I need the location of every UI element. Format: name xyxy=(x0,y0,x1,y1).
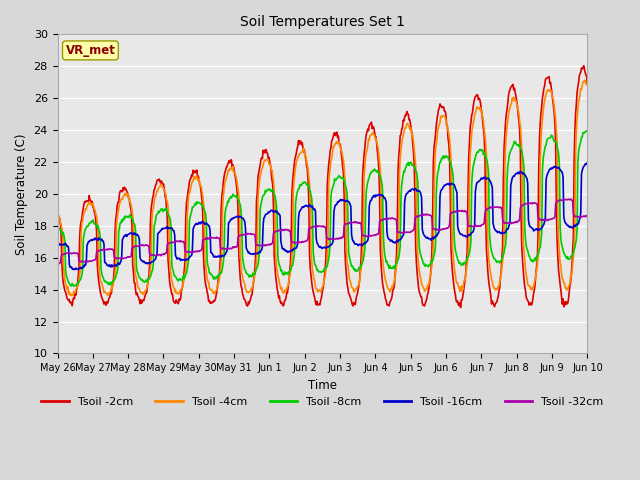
Text: VR_met: VR_met xyxy=(65,44,115,57)
Title: Soil Temperatures Set 1: Soil Temperatures Set 1 xyxy=(240,15,405,29)
Tsoil -16cm xyxy=(54,243,61,249)
Tsoil -2cm xyxy=(172,300,179,306)
Tsoil -4cm xyxy=(63,287,71,292)
Tsoil -2cm xyxy=(580,63,588,69)
Tsoil -8cm xyxy=(63,275,71,281)
Tsoil -32cm xyxy=(54,261,61,267)
Tsoil -8cm xyxy=(118,219,126,225)
Tsoil -32cm xyxy=(172,238,180,244)
Tsoil -4cm xyxy=(68,293,76,299)
Tsoil -4cm xyxy=(580,77,588,83)
Tsoil -4cm xyxy=(54,212,61,217)
Tsoil -8cm xyxy=(200,207,208,213)
Y-axis label: Soil Temperature (C): Soil Temperature (C) xyxy=(15,133,28,254)
Legend: Tsoil -2cm, Tsoil -4cm, Tsoil -8cm, Tsoil -16cm, Tsoil -32cm: Tsoil -2cm, Tsoil -4cm, Tsoil -8cm, Tsoi… xyxy=(37,393,608,412)
X-axis label: Time: Time xyxy=(308,379,337,392)
Tsoil -16cm xyxy=(172,254,180,260)
Tsoil -16cm xyxy=(200,220,208,226)
Tsoil -2cm xyxy=(54,208,61,214)
Tsoil -2cm xyxy=(457,305,465,311)
Tsoil -16cm xyxy=(403,191,411,196)
Tsoil -32cm xyxy=(54,262,62,267)
Line: Tsoil -4cm: Tsoil -4cm xyxy=(58,80,588,296)
Tsoil -32cm xyxy=(64,250,72,256)
Tsoil -2cm xyxy=(118,189,125,194)
Tsoil -2cm xyxy=(63,296,71,301)
Tsoil -4cm xyxy=(200,211,208,216)
Tsoil -8cm xyxy=(584,129,591,135)
Tsoil -8cm xyxy=(387,265,395,271)
Tsoil -2cm xyxy=(403,112,410,118)
Tsoil -16cm xyxy=(118,237,126,242)
Tsoil -8cm xyxy=(172,275,180,281)
Tsoil -4cm xyxy=(118,197,126,203)
Tsoil -8cm xyxy=(583,128,591,134)
Line: Tsoil -32cm: Tsoil -32cm xyxy=(58,199,588,264)
Line: Tsoil -8cm: Tsoil -8cm xyxy=(58,131,588,286)
Tsoil -16cm xyxy=(63,243,71,249)
Tsoil -8cm xyxy=(403,161,411,167)
Tsoil -2cm xyxy=(200,252,207,258)
Line: Tsoil -2cm: Tsoil -2cm xyxy=(58,66,588,308)
Tsoil -2cm xyxy=(584,81,591,87)
Tsoil -16cm xyxy=(584,160,591,166)
Tsoil -8cm xyxy=(70,283,77,289)
Tsoil -32cm xyxy=(118,255,126,261)
Tsoil -2cm xyxy=(387,298,394,304)
Tsoil -4cm xyxy=(403,121,411,127)
Tsoil -16cm xyxy=(387,238,395,243)
Tsoil -32cm xyxy=(387,216,395,221)
Tsoil -16cm xyxy=(70,266,77,272)
Line: Tsoil -16cm: Tsoil -16cm xyxy=(58,163,588,269)
Tsoil -32cm xyxy=(200,237,208,242)
Tsoil -4cm xyxy=(172,290,180,296)
Tsoil -8cm xyxy=(54,226,61,232)
Tsoil -32cm xyxy=(584,212,591,218)
Tsoil -32cm xyxy=(567,196,575,202)
Tsoil -32cm xyxy=(403,229,411,235)
Tsoil -4cm xyxy=(584,82,591,88)
Tsoil -4cm xyxy=(387,287,395,292)
